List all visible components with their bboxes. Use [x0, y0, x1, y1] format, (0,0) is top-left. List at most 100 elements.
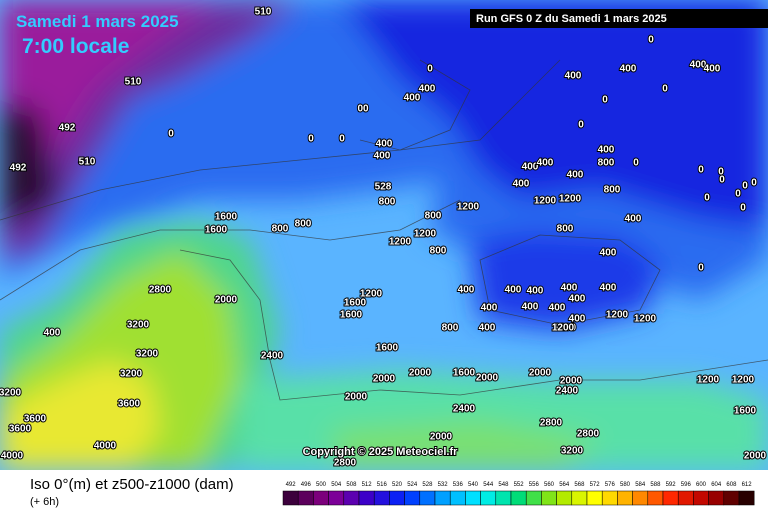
map-field [0, 0, 768, 470]
contour-label: 1600 [376, 343, 399, 354]
contour-label: 800 [430, 246, 447, 257]
contour-label: 2000 [744, 451, 767, 462]
contour-label: 3200 [127, 320, 150, 331]
copyright: Copyright © 2025 Meteociel.fr [303, 446, 459, 458]
contour-label: 800 [604, 185, 621, 196]
contour-label: 0 [662, 84, 668, 95]
legend-swatch [389, 490, 405, 506]
legend-label: 580 [620, 482, 631, 488]
contour-label: 400 [481, 303, 498, 314]
contour-label: 3600 [9, 424, 32, 435]
legend-label: 608 [726, 482, 737, 488]
legend-swatch [617, 490, 633, 506]
caption: Iso 0°(m) et z500-z1000 (dam) [30, 476, 234, 493]
legend-swatch [525, 490, 542, 506]
legend-swatch [632, 490, 649, 506]
contour-label: 0 [751, 178, 757, 189]
contour-label: 510 [255, 7, 272, 18]
legend-label: 532 [438, 482, 449, 488]
contour-label: 400 [419, 84, 436, 95]
legend-label: 500 [316, 482, 327, 488]
legend-label: 508 [346, 482, 357, 488]
contour-label: 2800 [540, 418, 563, 429]
contour-label: 1200 [634, 314, 657, 325]
contour-label: 400 [44, 328, 61, 339]
legend-swatch [677, 490, 694, 506]
contour-label: 0 [735, 189, 741, 200]
contour-label: 400 [374, 151, 391, 162]
contour-label: 1600 [344, 298, 367, 309]
legend-swatch [404, 490, 421, 506]
contour-label: 400 [458, 285, 475, 296]
contour-label: 2800 [334, 458, 357, 469]
contour-label: 0 [578, 120, 584, 131]
run-box [470, 9, 768, 28]
legend-swatch [723, 490, 740, 506]
legend-label: 520 [392, 482, 403, 488]
contour-label: 0 [718, 167, 724, 178]
legend-label: 516 [377, 482, 388, 488]
contour-label: 800 [379, 197, 396, 208]
contour-label: 3600 [24, 414, 47, 425]
legend-swatch [495, 490, 512, 506]
contour-label: 2400 [261, 351, 284, 362]
contour-label: 0 [427, 64, 433, 75]
legend-swatch [556, 490, 573, 506]
legend-label: 556 [529, 482, 540, 488]
legend-swatch [586, 490, 603, 506]
legend-swatch [449, 490, 466, 506]
legend-swatch [647, 490, 664, 506]
contour-label: 400 [505, 285, 522, 296]
legend-swatch [328, 490, 345, 506]
legend-swatch [541, 490, 557, 506]
contour-label: 4000 [1, 451, 24, 462]
contour-label: 400 [565, 71, 582, 82]
legend-swatch [358, 490, 375, 506]
legend-swatch [601, 490, 618, 506]
contour-label: 400 [704, 64, 721, 75]
contour-label: 492 [10, 163, 27, 174]
contour-label: 0 [740, 203, 746, 214]
contour-label: 1200 [606, 310, 629, 321]
legend-swatch [434, 490, 451, 506]
legend-swatch [738, 490, 755, 506]
contour-label: 400 [404, 93, 421, 104]
legend-swatch [343, 490, 360, 506]
contour-label: 1200 [552, 323, 575, 334]
contour-label: 3200 [136, 349, 159, 360]
contour-label: 0 [168, 129, 174, 140]
contour-label: 400 [600, 248, 617, 259]
contour-label: 400 [522, 162, 539, 173]
legend-label: 512 [362, 482, 373, 488]
legend-swatch [708, 490, 725, 506]
legend-label: 528 [422, 482, 433, 488]
legend-swatch [480, 490, 497, 506]
contour-label: 2000 [529, 368, 552, 379]
contour-label: 400 [569, 294, 586, 305]
contour-label: 2800 [149, 285, 172, 296]
legend-swatch [282, 490, 299, 506]
contour-label: 400 [513, 179, 530, 190]
contour-label: 400 [600, 283, 617, 294]
legend-label: 612 [742, 482, 753, 488]
contour-label: 0 [742, 181, 748, 192]
legend-label: 596 [681, 482, 692, 488]
date: Samedi 1 mars 2025 [16, 12, 179, 31]
contour-label: 528 [375, 182, 392, 193]
contour-label: 1600 [205, 225, 228, 236]
contour-label: 2000 [373, 374, 396, 385]
contour-label: 400 [625, 214, 642, 225]
contour-label: 3200 [120, 369, 143, 380]
contour-label: 0 [633, 158, 639, 169]
legend-label: 568 [574, 482, 585, 488]
time: 7:00 locale [22, 35, 129, 58]
contour-label: 0 [308, 134, 314, 145]
contour-label: 400 [690, 60, 707, 71]
contour-label: 400 [598, 145, 615, 156]
contour-label: 2400 [453, 404, 476, 415]
contour-label: 400 [569, 314, 586, 325]
contour-label: 0 [339, 134, 345, 145]
contour-label: 400 [479, 323, 496, 334]
contour-label: 492 [59, 123, 76, 134]
